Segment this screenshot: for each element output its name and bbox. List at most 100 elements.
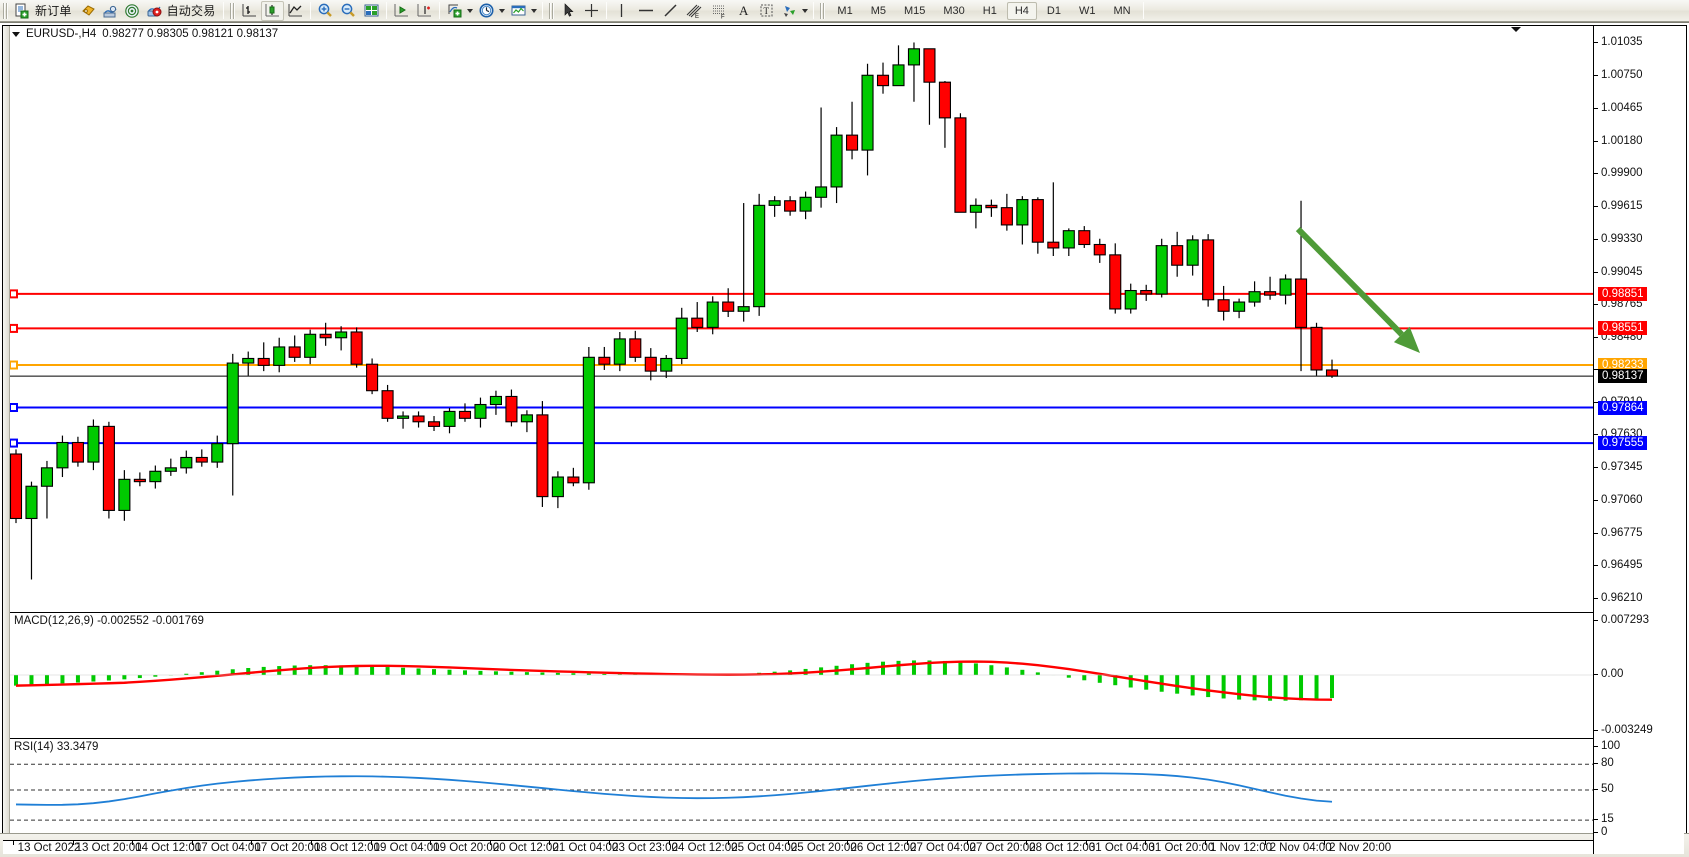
rsi-tick-80: 80 <box>1601 757 1614 770</box>
price-tag-support[interactable]: 0.97555 <box>1598 436 1647 451</box>
zoom-out-icon[interactable] <box>337 1 360 21</box>
candle-body <box>56 441 69 469</box>
toolbar-grip-3[interactable] <box>548 2 556 19</box>
grid-toggle-icon[interactable] <box>360 1 383 21</box>
time-tick <box>728 841 730 845</box>
text-label-icon[interactable]: T <box>755 1 778 21</box>
equidistant-channel-icon[interactable]: E <box>682 1 707 21</box>
time-scale[interactable]: 13 Oct 2022 13 Oct 20:00 14 Oct 12:00 17 Oc… <box>3 840 1593 854</box>
auto-trading-label[interactable]: 自动交易 <box>166 4 216 18</box>
candle-body <box>753 204 766 308</box>
down-trend-arrow[interactable] <box>1295 226 1404 337</box>
candle-body <box>1217 299 1230 312</box>
price-tick <box>1594 369 1598 371</box>
toolbar-grip[interactable] <box>2 2 9 19</box>
candle-body <box>195 456 208 463</box>
price-tag-entry[interactable]: 0.98233 <box>1598 358 1647 373</box>
rsi-tick-15-tick <box>1594 819 1598 821</box>
timeframe-w1[interactable]: W1 <box>1078 4 1096 17</box>
time-tick-label: 2 Nov 04:00 <box>1269 842 1332 854</box>
rsi-tick-100: 100 <box>1601 740 1621 752</box>
candle-body <box>675 317 688 360</box>
new-order-label[interactable]: 新订单 <box>35 4 72 18</box>
level-handle[interactable] <box>10 438 18 448</box>
timeframe-h1[interactable]: H1 <box>982 4 997 17</box>
period-dropdown-caret[interactable] <box>499 8 506 13</box>
signals-icon[interactable] <box>121 1 143 21</box>
level-handle[interactable] <box>10 403 18 413</box>
time-tick-label: 31 Oct 20:00 <box>1148 842 1215 854</box>
candle-body <box>1140 289 1153 295</box>
time-tick <box>370 841 372 845</box>
price-tag-resistance[interactable]: 0.98551 <box>1598 321 1647 336</box>
candle-body <box>211 443 224 463</box>
candle-body <box>629 338 642 358</box>
rsi-pane[interactable]: RSI(14) 33.3479 <box>10 738 1675 840</box>
price-tick-label: 0.99045 <box>1601 265 1643 278</box>
svg-text:A: A <box>739 3 749 18</box>
toolbar-grip-4[interactable] <box>819 2 827 19</box>
time-tick <box>311 841 312 845</box>
bar-chart-icon[interactable] <box>238 1 261 21</box>
macd-pane[interactable]: MACD(12,26,9) -0.002552 -0.001769 <box>10 612 1675 736</box>
chart-shift-icon[interactable] <box>390 1 413 21</box>
price-tag-current-price[interactable]: 0.98137 <box>1598 369 1647 384</box>
crosshair-icon[interactable] <box>580 1 603 21</box>
timeframe-mn[interactable]: MN <box>1113 4 1131 17</box>
line-chart-icon[interactable] <box>284 1 307 21</box>
chart-vertical-scrollbar[interactable] <box>3 26 10 854</box>
timeframe-m1[interactable]: M1 <box>837 4 853 17</box>
auto-trading-icon[interactable] <box>143 1 165 21</box>
price-tick <box>1594 532 1598 534</box>
zoom-in-icon[interactable] <box>314 1 337 21</box>
toolbar-separator-1 <box>223 2 225 19</box>
shapes-dropdown-caret[interactable] <box>802 8 809 13</box>
data-window-icon[interactable] <box>99 1 121 21</box>
timeframe-h4[interactable]: H4 <box>1006 1 1037 20</box>
price-scale[interactable]: 1.01035 1.00750 1.00465 1.00180 0.99900 0.996… <box>1593 26 1684 854</box>
fibonacci-icon[interactable]: F <box>707 1 732 21</box>
time-tick-label: 21 Oct 04:00 <box>552 842 619 854</box>
level-handle[interactable] <box>10 323 18 333</box>
price-tag-support[interactable]: 0.97864 <box>1598 400 1647 415</box>
price-tag-resistance[interactable]: 0.98851 <box>1598 286 1647 301</box>
toolbar-grip-2[interactable] <box>229 2 237 19</box>
candle-body <box>242 357 255 364</box>
period-icon[interactable] <box>475 1 498 21</box>
candle-body <box>768 200 781 206</box>
timeframe-m15[interactable]: M15 <box>903 4 926 17</box>
time-tick <box>72 841 74 845</box>
candle-body <box>845 134 859 151</box>
level-handle[interactable] <box>10 360 18 370</box>
templates-dropdown-caret[interactable] <box>531 8 538 13</box>
candle-body <box>226 362 239 445</box>
cursor-icon[interactable] <box>557 1 580 21</box>
chart-menu-triangle-icon[interactable] <box>12 31 20 37</box>
horizontal-line-icon[interactable] <box>633 1 659 21</box>
timeframe-d1[interactable]: D1 <box>1046 4 1061 17</box>
indicators-dropdown-caret[interactable] <box>467 8 474 13</box>
timeframe-m5[interactable]: M5 <box>870 4 886 17</box>
price-pane[interactable] <box>10 26 1675 610</box>
level-handle[interactable] <box>10 289 18 299</box>
vertical-line-icon[interactable] <box>610 1 633 21</box>
time-tick-label: 26 Oct 12:00 <box>850 842 917 854</box>
templates-icon[interactable] <box>507 1 530 21</box>
candle-body <box>133 478 146 483</box>
text-icon[interactable]: A <box>732 1 755 21</box>
indicators-icon[interactable] <box>443 1 466 21</box>
candlestick-chart-icon[interactable] <box>261 0 285 21</box>
time-tick-label: 13 Oct 20:00 <box>75 842 142 854</box>
candle-body <box>397 415 410 419</box>
candle-body <box>892 64 905 87</box>
shapes-icon[interactable] <box>778 1 801 21</box>
macd-tick-top-tick <box>1594 620 1598 621</box>
chart-collapse-arrow-icon[interactable] <box>1511 27 1521 32</box>
trendline-icon[interactable] <box>659 1 682 21</box>
timeframe-m30[interactable]: M30 <box>943 4 965 17</box>
time-tick-label: 23 Oct 23:00 <box>612 842 678 854</box>
time-tick <box>847 841 849 845</box>
new-order-icon[interactable] <box>11 1 33 21</box>
expert-advisor-icon[interactable] <box>77 1 99 21</box>
auto-scroll-icon[interactable] <box>413 1 436 21</box>
